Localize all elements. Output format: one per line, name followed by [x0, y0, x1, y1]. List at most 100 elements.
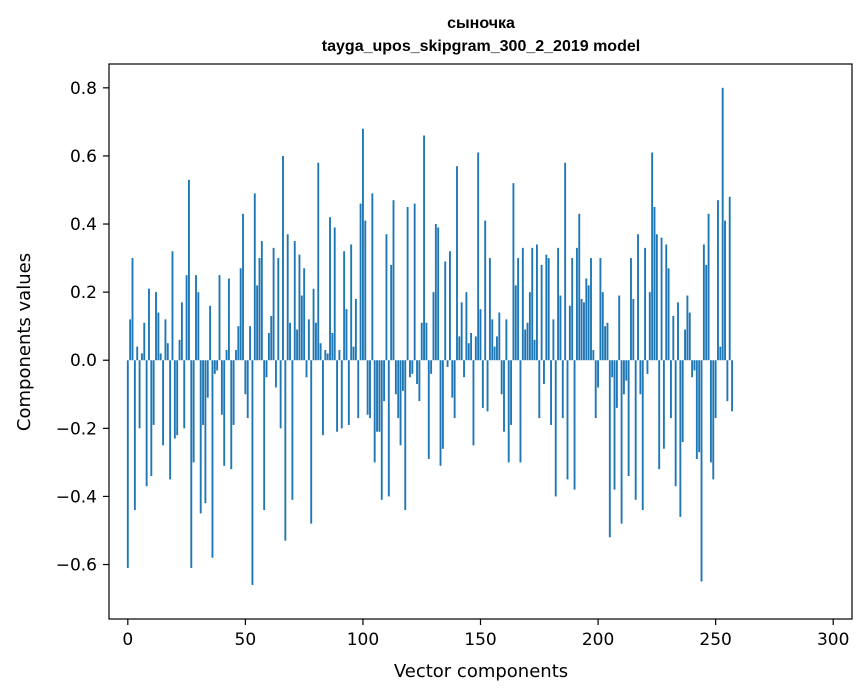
bar-138 [451, 360, 454, 398]
bar-248 [709, 360, 712, 463]
bar-95 [350, 244, 353, 361]
bar-130 [432, 292, 435, 361]
x-tick-label: 50 [235, 630, 257, 650]
bar-252 [719, 346, 722, 361]
bar-228 [662, 360, 665, 449]
bar-181 [552, 319, 555, 361]
x-tick-label: 0 [122, 630, 133, 650]
bar-200 [597, 360, 599, 388]
bar-71 [293, 241, 296, 361]
bar-31 [199, 360, 202, 514]
bar-158 [498, 312, 501, 361]
bar-212 [625, 360, 628, 381]
bar-160 [503, 360, 505, 432]
bar-192 [578, 213, 581, 361]
x-tick-label: 150 [464, 630, 496, 650]
bar-232 [672, 315, 675, 361]
bar-133 [439, 360, 442, 466]
bar-223 [651, 152, 654, 361]
bar-113 [392, 200, 395, 361]
bar-3 [133, 360, 136, 511]
bar-75 [303, 268, 306, 361]
bar-205 [608, 360, 611, 538]
bar-63 [275, 360, 277, 388]
bar-233 [674, 360, 677, 487]
bar-4 [136, 346, 139, 361]
bar-117 [401, 360, 404, 391]
bar-107 [378, 360, 381, 432]
bar-9 [148, 288, 150, 361]
bar-185 [561, 360, 564, 419]
bar-0 [126, 360, 129, 568]
bar-187 [566, 360, 569, 480]
bar-177 [543, 360, 545, 385]
bar-159 [500, 360, 503, 395]
bar-178 [545, 254, 548, 361]
bar-156 [493, 346, 496, 361]
bar-155 [491, 319, 494, 361]
bar-33 [204, 360, 207, 504]
bar-146 [470, 332, 473, 361]
chart-title: сыночка [447, 15, 515, 32]
bar-184 [559, 295, 562, 361]
x-axis-ticks: 0 50 100 150 200 250 300 [122, 619, 849, 650]
bar-125 [420, 322, 423, 361]
bar-70 [291, 360, 294, 500]
bar-100 [362, 128, 364, 361]
bar-218 [639, 360, 642, 395]
bar-150 [479, 309, 482, 361]
bar-2 [131, 258, 134, 361]
bar-67 [284, 360, 287, 541]
bar-38 [216, 360, 219, 371]
bar-91 [340, 360, 343, 429]
bar-244 [700, 360, 703, 582]
bar-98 [357, 360, 360, 419]
bar-255 [726, 360, 729, 402]
bar-7 [143, 322, 146, 361]
bar-22 [178, 339, 181, 361]
bar-18 [169, 360, 172, 480]
bar-190 [573, 360, 576, 490]
bar-170 [526, 322, 529, 361]
bar-148 [474, 336, 477, 361]
bar-161 [505, 319, 508, 361]
bar-220 [644, 247, 647, 361]
bar-251 [717, 200, 719, 361]
bar-206 [611, 360, 614, 378]
bar-194 [583, 302, 585, 361]
bar-72 [296, 329, 299, 361]
bar-115 [397, 360, 400, 419]
bar-13 [157, 312, 160, 361]
bar-219 [641, 360, 644, 511]
y-tick-label: −0.6 [56, 556, 97, 576]
bar-246 [705, 264, 708, 361]
bar-81 [317, 162, 320, 361]
bar-165 [514, 285, 517, 361]
bar-41 [223, 360, 226, 466]
bar-86 [329, 217, 331, 361]
bar-64 [277, 258, 280, 361]
bar-213 [627, 360, 630, 476]
bar-195 [585, 278, 588, 361]
bar-227 [660, 237, 663, 361]
bar-226 [658, 360, 661, 470]
bar-222 [648, 292, 651, 361]
bar-189 [571, 258, 574, 361]
bar-235 [679, 360, 682, 517]
bar-166 [517, 258, 520, 361]
bar-152 [484, 220, 487, 361]
bar-124 [418, 360, 421, 402]
bar-69 [289, 322, 291, 361]
bar-214 [630, 258, 632, 361]
bar-10 [150, 360, 153, 476]
bar-193 [580, 298, 583, 361]
bar-250 [714, 360, 717, 419]
bar-175 [538, 360, 541, 419]
bar-50 [244, 360, 247, 395]
bar-82 [319, 343, 322, 361]
bar-109 [383, 360, 386, 402]
bar-59 [265, 360, 268, 378]
bar-93 [345, 309, 348, 361]
bar-43 [227, 278, 230, 361]
bar-54 [253, 193, 256, 361]
